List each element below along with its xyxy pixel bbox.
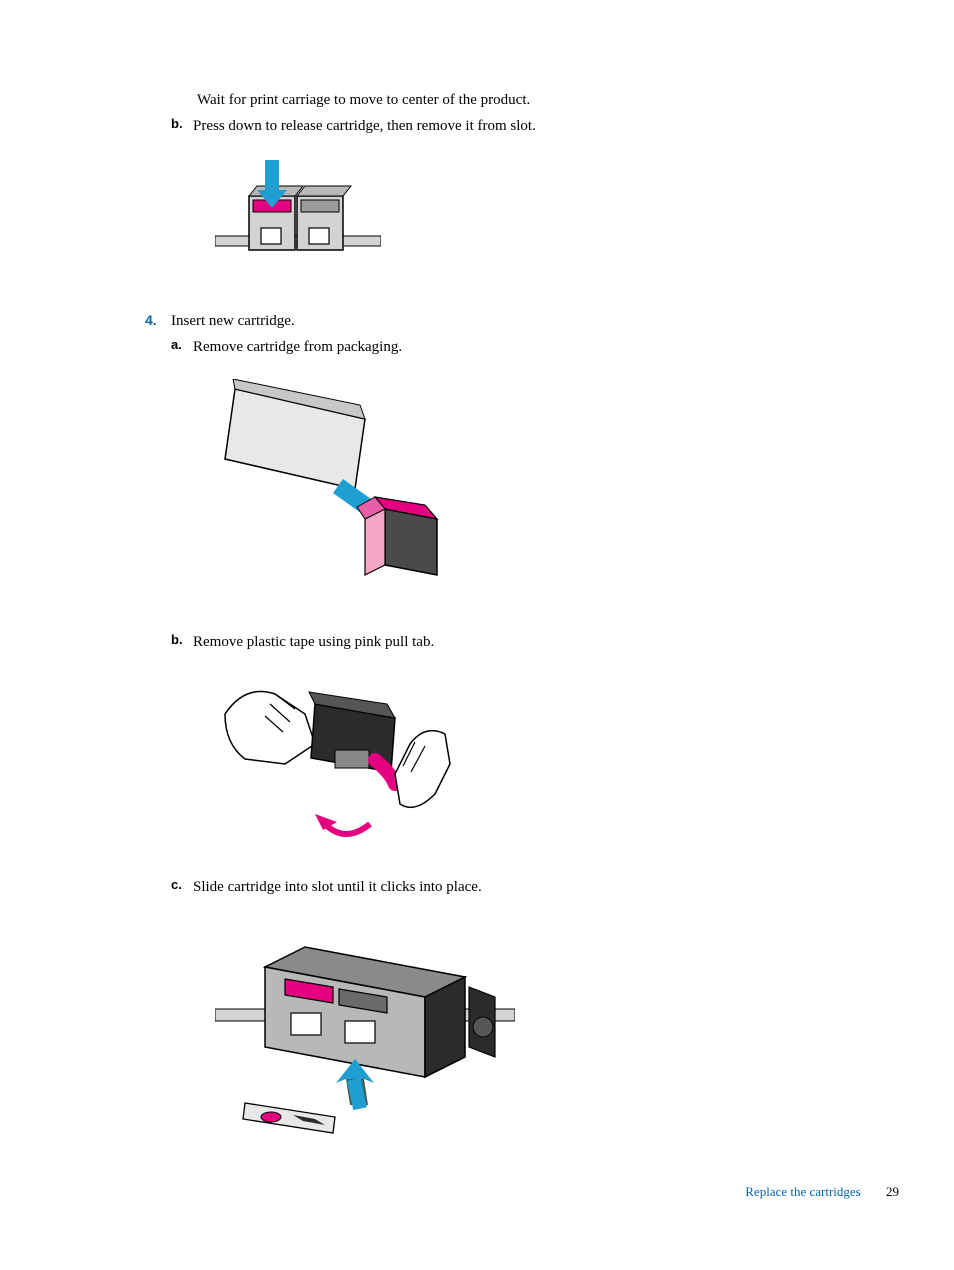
substep-a-row: a. Remove cartridge from packaging. (171, 335, 875, 359)
substep-b2-text: Remove plastic tape using pink pull tab. (193, 630, 434, 654)
page-footer: Replace the cartridges 29 (745, 1184, 899, 1200)
figure-slide-into-slot (215, 919, 875, 1142)
figure-remove-tape (215, 674, 875, 855)
manual-page-content: Wait for print carriage to move to cente… (155, 88, 875, 1162)
substep-b-marker: b. (171, 114, 187, 135)
figure-press-down-cartridge (215, 158, 875, 289)
footer-page-number: 29 (886, 1184, 899, 1199)
substep-a-marker: a. (171, 335, 187, 356)
substep-b-text: Press down to release cartridge, then re… (193, 114, 536, 138)
step-4-row: 4. Insert new cartridge. (145, 309, 875, 333)
footer-section-title: Replace the cartridges (745, 1184, 861, 1199)
substep-b2-marker: b. (171, 630, 187, 651)
substep-c-text: Slide cartridge into slot until it click… (193, 875, 482, 899)
substep-c-marker: c. (171, 875, 187, 896)
intro-line: Wait for print carriage to move to cente… (197, 88, 875, 112)
step-4-marker: 4. (145, 309, 165, 331)
packaging-icon (215, 379, 445, 605)
substep-c-row: c. Slide cartridge into slot until it cl… (171, 875, 875, 899)
substep-b-row: b. Press down to release cartridge, then… (171, 114, 875, 138)
substep-b2-row: b. Remove plastic tape using pink pull t… (171, 630, 875, 654)
remove-tape-icon (215, 674, 455, 850)
step-4-text: Insert new cartridge. (171, 309, 295, 333)
slide-slot-icon (215, 919, 515, 1137)
substep-a-text: Remove cartridge from packaging. (193, 335, 402, 359)
figure-remove-packaging (215, 379, 875, 610)
press-down-icon (215, 158, 381, 284)
